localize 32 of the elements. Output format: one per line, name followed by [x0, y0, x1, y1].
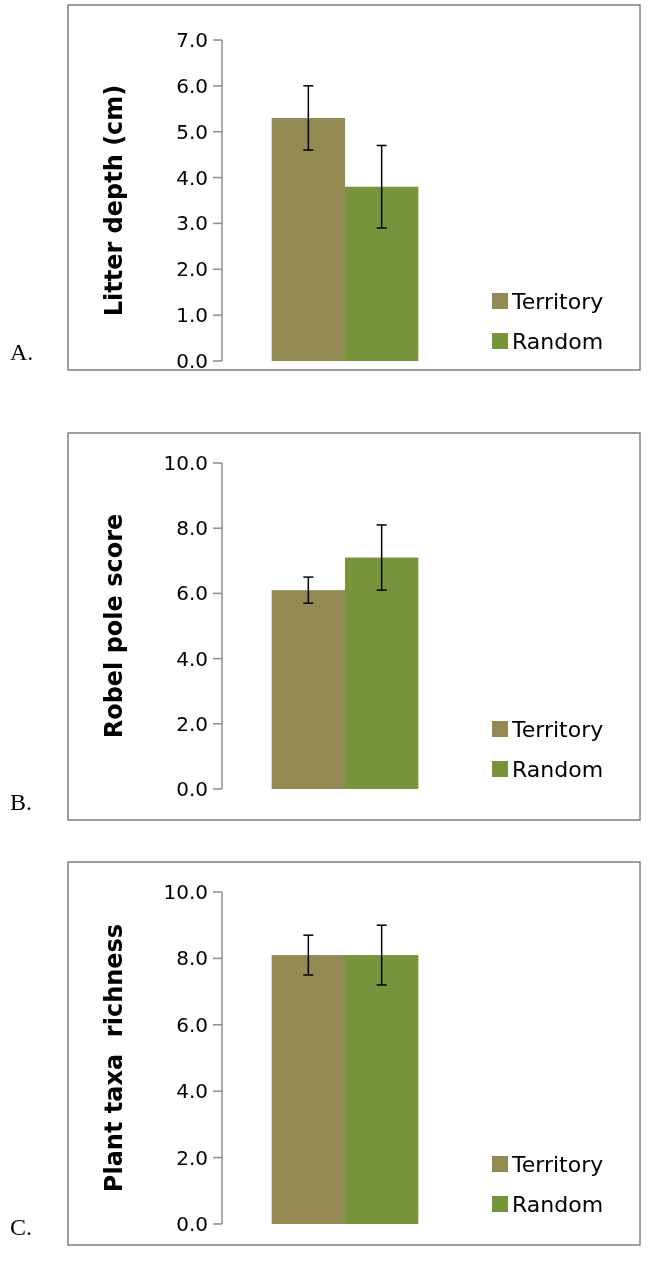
y-tick-label: 6.0 — [176, 581, 208, 606]
y-tick-label: 4.0 — [176, 1079, 208, 1104]
legend-label: Random — [512, 1191, 604, 1217]
y-tick-label: 6.0 — [176, 1012, 208, 1037]
legend-label: Territory — [511, 1151, 604, 1177]
y-axis-title: Robel pole score — [100, 513, 128, 739]
y-tick-label: 10.0 — [163, 451, 208, 475]
legend-label: Random — [512, 328, 604, 354]
y-tick-label: 2.0 — [176, 1145, 208, 1170]
y-tick-label: 4.0 — [176, 646, 208, 671]
y-tick-label: 5.0 — [176, 119, 208, 144]
y-tick-label: 2.0 — [176, 257, 208, 282]
text: B. — [10, 789, 33, 815]
y-tick-label: 2.0 — [176, 711, 208, 736]
y-axis-title: Litter depth (cm) — [100, 84, 128, 317]
y-tick-label: 8.0 — [176, 516, 208, 541]
y-tick-label: 6.0 — [176, 73, 208, 98]
text: C. — [10, 1214, 33, 1240]
y-tick-label: 0.0 — [176, 1212, 208, 1236]
y-tick-label: 0.0 — [176, 349, 208, 373]
y-tick-label: 8.0 — [176, 946, 208, 971]
legend-label: Territory — [511, 716, 604, 742]
y-tick-label: 3.0 — [176, 211, 208, 236]
legend-label: Territory — [511, 288, 604, 314]
y-tick-label: 1.0 — [176, 303, 208, 328]
y-tick-label: 7.0 — [176, 28, 208, 52]
legend-label: Random — [512, 756, 604, 782]
y-tick-label: 4.0 — [176, 165, 208, 190]
y-tick-label: 0.0 — [176, 777, 208, 801]
text: A. — [10, 339, 34, 365]
y-axis-title: Plant taxa richness — [100, 923, 128, 1193]
y-tick-label: 10.0 — [163, 880, 208, 904]
